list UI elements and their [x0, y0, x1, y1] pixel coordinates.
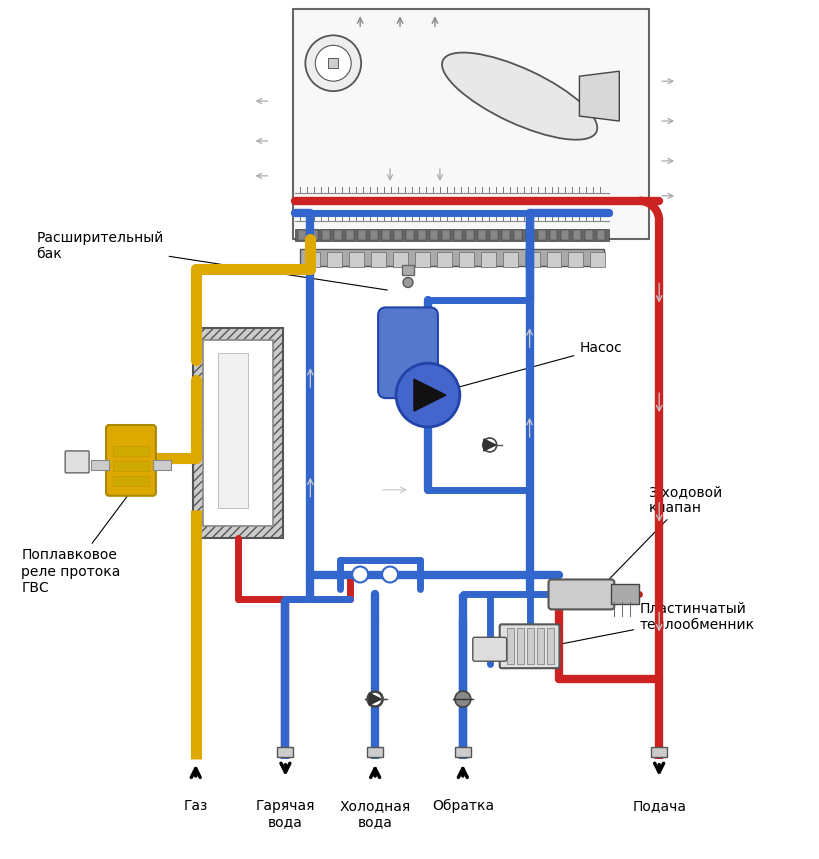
Polygon shape — [483, 439, 495, 451]
Bar — [465, 229, 473, 240]
Bar — [561, 229, 568, 240]
FancyBboxPatch shape — [378, 308, 437, 398]
Bar — [295, 228, 609, 241]
Bar — [369, 229, 378, 240]
Bar — [536, 628, 543, 664]
Bar — [525, 229, 533, 240]
Bar — [392, 252, 408, 266]
Bar — [394, 229, 401, 240]
Text: Подача: Подача — [631, 799, 686, 813]
Bar — [501, 229, 509, 240]
Text: Обратка: Обратка — [432, 799, 493, 813]
Bar — [437, 252, 451, 266]
Bar — [546, 252, 561, 266]
Bar — [293, 9, 649, 239]
Bar — [298, 229, 306, 240]
Bar — [459, 252, 473, 266]
Bar — [524, 252, 539, 266]
Bar — [590, 252, 604, 266]
Circle shape — [396, 363, 459, 427]
Bar — [477, 229, 485, 240]
Bar — [91, 460, 109, 470]
Bar — [334, 229, 342, 240]
Bar — [152, 460, 170, 470]
FancyBboxPatch shape — [65, 451, 89, 472]
Bar — [327, 252, 342, 266]
FancyBboxPatch shape — [473, 637, 506, 661]
Circle shape — [315, 46, 351, 82]
Polygon shape — [414, 379, 446, 411]
Bar — [414, 252, 429, 266]
Ellipse shape — [441, 52, 596, 140]
Bar — [371, 252, 386, 266]
Bar — [300, 248, 604, 265]
FancyBboxPatch shape — [106, 425, 156, 496]
Bar — [202, 340, 273, 526]
Bar — [349, 252, 364, 266]
Circle shape — [368, 692, 382, 706]
Bar — [418, 229, 425, 240]
Bar — [453, 229, 461, 240]
Bar — [310, 229, 318, 240]
Text: Расширительный
бак: Расширительный бак — [36, 230, 387, 290]
Bar — [401, 265, 414, 275]
Circle shape — [305, 35, 360, 91]
Text: Гарячая
вода: Гарячая вода — [256, 799, 314, 829]
Circle shape — [367, 691, 382, 707]
Bar — [489, 229, 497, 240]
Bar — [526, 628, 533, 664]
Polygon shape — [369, 693, 381, 705]
Bar — [546, 628, 553, 664]
Bar — [506, 628, 513, 664]
Bar — [328, 58, 337, 68]
Bar — [568, 252, 582, 266]
Bar — [480, 252, 495, 266]
Bar — [502, 252, 517, 266]
Bar — [611, 584, 639, 605]
FancyBboxPatch shape — [548, 580, 613, 609]
Bar — [346, 229, 354, 240]
Bar — [113, 461, 149, 471]
Bar — [322, 229, 330, 240]
Bar — [113, 446, 149, 456]
Polygon shape — [579, 71, 618, 121]
Bar — [441, 229, 450, 240]
Bar — [537, 229, 545, 240]
Bar — [113, 476, 149, 486]
FancyBboxPatch shape — [499, 624, 559, 668]
Circle shape — [382, 567, 397, 582]
Bar — [367, 747, 382, 757]
Bar — [513, 229, 521, 240]
Bar — [650, 747, 667, 757]
Bar — [405, 229, 414, 240]
Text: 3-ходовой
клапан: 3-ходовой клапан — [595, 484, 722, 593]
Bar — [192, 328, 283, 538]
Bar — [516, 628, 523, 664]
Bar — [455, 747, 470, 757]
Bar — [382, 229, 390, 240]
Bar — [596, 229, 604, 240]
Bar — [429, 229, 437, 240]
Bar — [305, 252, 320, 266]
Circle shape — [352, 567, 368, 582]
Text: Поплавковое
реле протока
ГВС: Поплавковое реле протока ГВС — [21, 460, 154, 594]
Text: Холодная
вода: Холодная вода — [339, 799, 410, 829]
Bar — [572, 229, 581, 240]
Bar — [217, 353, 247, 508]
Bar — [358, 229, 366, 240]
Circle shape — [455, 691, 470, 707]
Text: Газ: Газ — [183, 799, 208, 813]
Text: Пластинчатый
теплообменник: Пластинчатый теплообменник — [562, 602, 753, 643]
Circle shape — [482, 438, 496, 452]
Bar — [585, 229, 593, 240]
Circle shape — [402, 277, 413, 288]
Bar — [549, 229, 557, 240]
Bar — [277, 747, 293, 757]
Text: Насос: Насос — [457, 341, 622, 387]
